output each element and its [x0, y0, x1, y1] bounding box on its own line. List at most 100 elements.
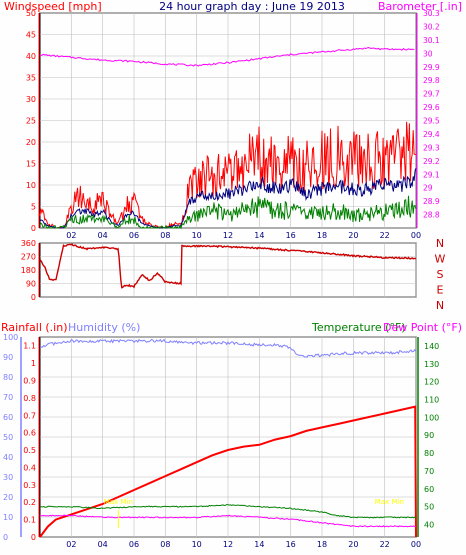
rain-y-tick: 1	[31, 359, 36, 368]
temperature-y-tick: 60	[424, 485, 434, 494]
humidity-y-tick: 40	[3, 453, 13, 462]
humidity-y-tick: 50	[3, 433, 13, 442]
temperature-line	[39, 503, 417, 519]
direction-y-tick: 360	[21, 239, 36, 248]
temperature-y-tick: 140	[424, 342, 439, 351]
temperature-y-tick: 110	[424, 396, 439, 405]
x-tick-label: 20	[348, 231, 358, 240]
wind-y-tick: 30	[26, 95, 36, 104]
x-tick-label: 12	[223, 231, 233, 240]
rain-y-tick: 0.5	[23, 446, 36, 455]
baro-y-tick: 30.1	[423, 36, 440, 45]
wind-y-tick: 20	[26, 138, 36, 147]
humidity-label: Humidity (%)	[68, 321, 140, 334]
x-tick-label: 06	[129, 231, 139, 240]
x-tick-label: 06	[129, 540, 139, 549]
x-tick-label: 22	[380, 231, 390, 240]
baro-y-tick: 29.7	[423, 90, 440, 99]
x-tick-label: 02	[66, 231, 76, 240]
baro-y-tick: 30.3	[423, 9, 440, 18]
max-min-marker: Max Min	[104, 498, 133, 506]
wind-direction-line	[39, 243, 417, 289]
x-tick-label: 18	[317, 540, 327, 549]
temperature-y-tick: 70	[424, 467, 434, 476]
humidity-y-tick: 90	[3, 353, 13, 362]
rain-y-tick: 0.2	[23, 498, 36, 507]
temperature-y-tick: 80	[424, 449, 434, 458]
direction-y-tick: 90	[26, 280, 36, 289]
baro-y-tick: 29.3	[423, 143, 440, 152]
wind-y-tick: 40	[26, 52, 36, 61]
baro-y-tick: 30	[423, 49, 433, 58]
max-min-marker: Max Min	[375, 498, 404, 506]
compass-label: W	[435, 252, 446, 265]
baro-y-tick: 29.5	[423, 117, 440, 126]
barometer-label: Barometer [.in]	[378, 0, 462, 13]
rain-y-tick: 0.6	[23, 429, 36, 438]
wind-y-tick: 5	[31, 203, 36, 212]
humidity-y-tick: 10	[3, 513, 13, 522]
rain-y-tick: 0.1	[23, 516, 36, 525]
rain-y-tick: 0	[31, 533, 36, 542]
x-tick-label: 16	[286, 540, 296, 549]
temperature-y-tick: 130	[424, 360, 439, 369]
compass-label: S	[437, 268, 444, 281]
humidity-y-tick: 30	[3, 473, 13, 482]
baro-y-tick: 29.2	[423, 157, 440, 166]
x-tick-label: 16	[286, 231, 296, 240]
wind-avg-line	[39, 168, 417, 229]
baro-y-tick: 29.6	[423, 103, 440, 112]
humidity-line	[39, 338, 417, 358]
dew-point-line	[39, 514, 417, 528]
rainfall-label: Rainfall (.in)	[1, 321, 68, 334]
humidity-y-tick: 100	[3, 333, 18, 342]
wind-y-tick: 25	[26, 117, 36, 126]
x-tick-label: 10	[192, 231, 202, 240]
temperature-y-tick: 100	[424, 413, 439, 422]
compass-label: N	[436, 237, 444, 250]
x-tick-label: 00	[411, 231, 421, 240]
baro-y-tick: 29	[423, 184, 433, 193]
wind-y-tick: 15	[26, 160, 36, 169]
x-tick-label: 10	[192, 540, 202, 549]
humidity-y-tick: 70	[3, 393, 13, 402]
x-tick-label: 04	[98, 540, 108, 549]
wind-y-tick: 0	[31, 224, 36, 233]
humidity-y-tick: 20	[3, 493, 13, 502]
humidity-y-tick: 60	[3, 413, 13, 422]
wind-gust-line	[39, 121, 417, 229]
rain-y-tick: 0.3	[23, 481, 36, 490]
wind-y-tick: 45	[26, 31, 36, 40]
baro-y-tick: 29.8	[423, 76, 440, 85]
temperature-y-tick: 40	[424, 521, 434, 530]
direction-y-tick: 180	[21, 266, 36, 275]
barometer-line	[39, 46, 415, 67]
x-tick-label: 08	[160, 231, 170, 240]
compass-label: N	[436, 299, 444, 312]
wind-y-tick: 50	[26, 9, 36, 18]
temperature-y-tick: 50	[424, 503, 434, 512]
x-tick-label: 04	[98, 231, 108, 240]
x-tick-label: 14	[254, 231, 264, 240]
baro-y-tick: 29.4	[423, 130, 440, 139]
baro-y-tick: 28.9	[423, 197, 440, 206]
rain-y-tick: 0.8	[23, 394, 36, 403]
temperature-y-tick: 90	[424, 431, 434, 440]
chart-title: 24 hour graph day : June 19 2013	[159, 0, 345, 13]
x-tick-label: 20	[348, 540, 358, 549]
baro-y-tick: 29.1	[423, 170, 440, 179]
rain-y-tick: 0.9	[23, 376, 36, 385]
wind-y-tick: 35	[26, 74, 36, 83]
x-tick-label: 12	[223, 540, 233, 549]
windspeed-label: Windspeed [mph]	[4, 0, 102, 13]
humidity-y-tick: 0	[3, 533, 8, 542]
x-tick-label: 02	[66, 540, 76, 549]
temperature-label: Temperature (°F)	[311, 321, 406, 334]
x-tick-label: 00	[411, 540, 421, 549]
dewpoint-label: Dew Point (°F)	[383, 321, 462, 334]
x-tick-label: 18	[317, 231, 327, 240]
compass-label: E	[437, 283, 444, 296]
